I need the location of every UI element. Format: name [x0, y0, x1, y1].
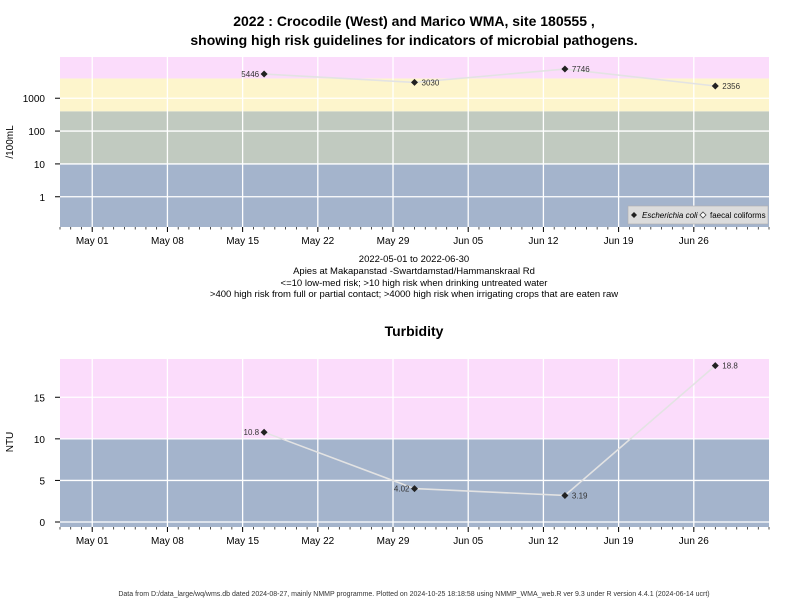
y-tick-label: 1000	[23, 94, 46, 105]
x-tick-label: May 29	[377, 536, 410, 547]
risk-band	[60, 359, 769, 439]
x-tick-label: May 01	[76, 536, 109, 547]
x-tick-label: Jun 19	[604, 236, 634, 247]
guideline-drinking: <=10 low-med risk; >10 high risk when dr…	[281, 278, 548, 289]
x-tick-label: May 01	[76, 236, 109, 247]
bacteria-y-axis-title: /100mL	[5, 125, 16, 159]
turbidity-title: Turbidity	[385, 323, 444, 339]
legend-ecoli-label: Escherichia coli	[642, 211, 698, 220]
turbidity-y-axis: 0 5 10 15	[34, 393, 60, 529]
data-point-marker	[260, 70, 268, 78]
x-tick-label: Jun 12	[528, 236, 558, 247]
turbidity-grid	[60, 359, 769, 527]
y-tick-label: 10	[34, 160, 46, 171]
x-tick-label: Jun 26	[679, 236, 709, 247]
risk-band	[60, 57, 769, 79]
legend-faecal-marker	[699, 211, 707, 219]
data-point-label: 5446	[241, 70, 259, 79]
risk-band	[60, 111, 769, 164]
data-point-label: 3030	[422, 78, 440, 87]
legend-faecal-label: faecal coliforms	[710, 211, 766, 220]
y-tick-label: 10	[34, 435, 46, 446]
x-tick-label: May 22	[301, 236, 334, 247]
data-point-marker	[711, 362, 719, 370]
series-line	[263, 365, 716, 497]
bacteria-panel: 5446 3030 7746 2356 1 10 100 1000 May 01 May 08…	[5, 57, 770, 247]
bacteria-legend: Escherichia coli faecal coliforms	[627, 205, 769, 225]
x-tick-label: May 15	[226, 236, 259, 247]
data-point-label: 18.8	[722, 362, 738, 371]
legend-ecoli-marker	[631, 212, 637, 218]
x-tick-label: May 08	[151, 236, 184, 247]
data-point-marker	[711, 82, 719, 90]
data-point-label: 3.19	[572, 491, 588, 500]
risk-band	[60, 438, 769, 527]
date-range: 2022-05-01 to 2022-06-30	[359, 254, 469, 265]
chart-title-line1: 2022 : Crocodile (West) and Marico WMA, …	[233, 13, 595, 29]
data-point-label: 2356	[722, 82, 740, 91]
data-point-marker	[411, 485, 418, 493]
turbidity-series: 10.8 4.02 3.19 18.8	[244, 362, 739, 501]
bacteria-risk-bands	[60, 57, 769, 227]
y-tick-label: 100	[28, 127, 45, 138]
turbidity-y-axis-title: NTU	[5, 432, 16, 453]
turbidity-bands	[60, 359, 769, 527]
site-name: Apies at Makapanstad -Swartdamstad/Hamma…	[293, 266, 535, 277]
x-tick-label: Jun 19	[604, 536, 634, 547]
x-tick-label: May 08	[151, 536, 184, 547]
x-tick-label: May 29	[377, 236, 410, 247]
legend-box	[627, 205, 769, 225]
bacteria-x-axis: May 01 May 08 May 15 May 22 May 29 Jun 05 Jun …	[59, 227, 770, 247]
y-tick-label: 0	[39, 518, 45, 529]
data-point-marker	[411, 78, 418, 86]
y-tick-label: 15	[34, 393, 46, 404]
data-point-marker	[561, 491, 569, 499]
x-tick-label: Jun 12	[528, 536, 558, 547]
data-point-label: 10.8	[244, 428, 260, 437]
data-point-label: 4.02	[394, 485, 410, 494]
bacteria-grid	[60, 57, 769, 227]
y-tick-label: 5	[39, 476, 45, 487]
chart-title-line2: showing high risk guidelines for indicat…	[190, 32, 637, 48]
data-point-marker	[561, 65, 569, 73]
guideline-contact: >400 high risk from full or partial cont…	[210, 289, 618, 300]
bacteria-series: 5446 3030 7746 2356	[241, 65, 740, 91]
x-tick-label: Jun 05	[453, 536, 483, 547]
series-line	[264, 68, 716, 87]
x-tick-label: Jun 05	[453, 236, 483, 247]
y-tick-label: 1	[39, 193, 45, 204]
footer-note: Data from D:/data_large/wq/wms.db dated …	[118, 591, 709, 598]
x-tick-label: May 22	[301, 536, 334, 547]
bacteria-y-axis: 1 10 100 1000	[23, 94, 60, 204]
data-point-marker	[260, 428, 268, 436]
turbidity-x-axis: May 01 May 08 May 15 May 22 May 29 Jun 05 Jun …	[59, 527, 770, 547]
x-tick-label: May 15	[226, 536, 259, 547]
x-tick-label: Jun 26	[679, 536, 709, 547]
data-point-label: 7746	[572, 65, 590, 74]
